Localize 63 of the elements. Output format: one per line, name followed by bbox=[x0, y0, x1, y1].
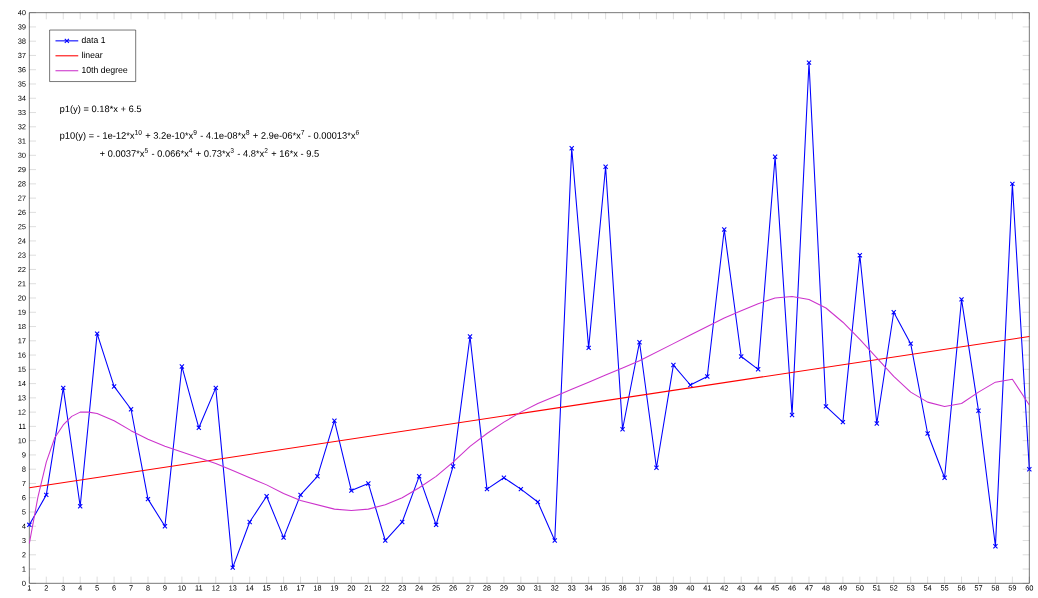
annotation: p1(y) = 0.18*x + 6.5 bbox=[60, 105, 142, 115]
point bbox=[60, 385, 66, 391]
point bbox=[687, 382, 693, 388]
point bbox=[806, 59, 812, 66]
point bbox=[772, 154, 778, 160]
point bbox=[908, 341, 914, 347]
legend-label: 10th degree bbox=[82, 66, 128, 75]
point bbox=[331, 418, 338, 424]
text: + 0.0037*x$^{5}$ - 0.066*x$^{4}$ + 0.73*x$^{3}$ - 4.8*x$^{2}$ + 16*x - 9.5 bbox=[100, 148, 319, 157]
point bbox=[264, 493, 270, 499]
point bbox=[704, 373, 710, 380]
point bbox=[230, 565, 236, 571]
point bbox=[975, 408, 982, 414]
point bbox=[874, 420, 880, 427]
point bbox=[348, 487, 354, 494]
point bbox=[297, 492, 304, 498]
point bbox=[314, 473, 321, 479]
point bbox=[941, 475, 948, 481]
point bbox=[484, 486, 490, 492]
point bbox=[179, 363, 185, 370]
point bbox=[569, 145, 575, 151]
point bbox=[823, 403, 829, 410]
point bbox=[586, 345, 592, 351]
point bbox=[94, 331, 100, 337]
point bbox=[721, 226, 727, 233]
point bbox=[467, 333, 473, 340]
point bbox=[603, 164, 609, 170]
point bbox=[958, 296, 965, 303]
point bbox=[636, 339, 643, 345]
point bbox=[433, 522, 439, 528]
point bbox=[416, 473, 422, 479]
point bbox=[145, 496, 151, 502]
point bbox=[501, 475, 507, 481]
point bbox=[619, 426, 626, 432]
point bbox=[128, 406, 134, 412]
point bbox=[213, 385, 219, 391]
point bbox=[670, 362, 677, 368]
point bbox=[77, 503, 83, 509]
point bbox=[162, 523, 168, 529]
point bbox=[925, 430, 931, 437]
point bbox=[738, 353, 744, 360]
point bbox=[280, 535, 287, 541]
point bbox=[857, 252, 863, 258]
point bbox=[1009, 181, 1015, 187]
point bbox=[196, 425, 202, 431]
text: p10(y) = - 1e-12*x$^{10}$ + 3.2e-10*x$^{9}$ - 4.1e-08*x$^{8}$ + 2.9e-06*x$^{7}$ - 0.00013*x$^{6}$ bbox=[60, 130, 359, 141]
point bbox=[450, 463, 456, 469]
point bbox=[365, 480, 371, 487]
point bbox=[552, 537, 558, 544]
point bbox=[399, 519, 405, 525]
point bbox=[891, 309, 897, 315]
point bbox=[992, 543, 999, 549]
point bbox=[247, 519, 253, 525]
point bbox=[653, 465, 660, 471]
point bbox=[840, 419, 846, 425]
point bbox=[755, 366, 761, 372]
point bbox=[518, 486, 524, 492]
point bbox=[111, 383, 117, 390]
point bbox=[43, 492, 49, 498]
legend-label: data 1 bbox=[81, 36, 106, 44]
legend-label: linear bbox=[82, 51, 103, 59]
point bbox=[535, 499, 541, 505]
point bbox=[382, 537, 388, 544]
